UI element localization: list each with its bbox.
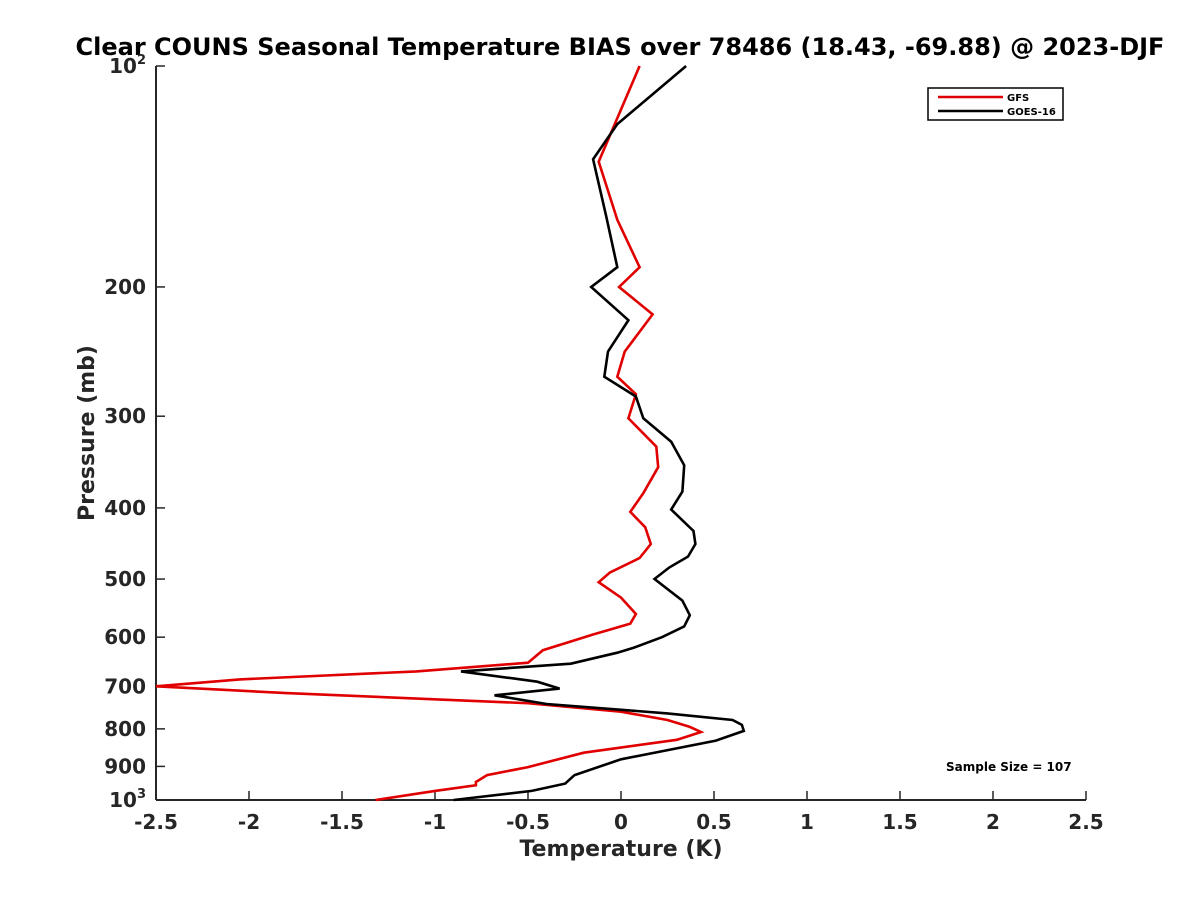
series-line-goes-16 [453,65,746,802]
y-tick-label-base: 300 [104,404,146,428]
x-tick-label: -2 [238,810,260,834]
y-tick-label-exponent: 2 [137,53,146,68]
legend-label-goes-16: GOES-16 [1007,107,1056,118]
y-tick-label-base: 700 [104,674,146,698]
x-tick-label: -1.5 [320,810,364,834]
x-tick-label: 2 [986,810,1000,834]
y-tick-label-base: 200 [104,275,146,299]
x-axis-ticks: -2.5 -2 -1.5 -1 -0.5 0 0.5 1 1.5 2 2.5 [134,791,1104,834]
legend-box [927,87,1064,121]
x-tick-label: -1 [424,810,446,834]
x-tick-label: 1.5 [882,810,917,834]
x-tick-label: 0.5 [696,810,731,834]
x-tick-label: -2.5 [134,810,178,834]
y-tick-label: 700 [104,674,146,698]
x-tick-label: -0.5 [506,810,550,834]
y-tick-label: 600 [104,625,146,649]
y-tick-label: 500 [104,567,146,591]
y-tick-label-base: 10 [109,54,137,78]
y-tick-label: 900 [104,754,146,778]
y-tick-label-exponent: 3 [137,787,146,802]
x-tick-label: 1 [800,810,814,834]
y-tick-label-base: 500 [104,567,146,591]
legend-label-gfs: GFS [1007,93,1029,104]
y-tick-label: 300 [104,404,146,428]
y-tick-label-base: 400 [104,496,146,520]
x-tick-label: 2.5 [1068,810,1103,834]
x-tick-label: 0 [614,810,628,834]
y-tick-label: 400 [104,496,146,520]
y-axis-label: Pressure (mb) [75,345,100,521]
x-axis-label: Temperature (K) [519,837,722,862]
series-layer [155,65,746,802]
sample-size-annotation: Sample Size = 107 [946,760,1072,774]
y-tick-label: 200 [104,275,146,299]
y-tick-label-base: 10 [109,788,137,812]
series-line-gfs [155,65,705,802]
y-tick-label-base: 900 [104,754,146,778]
legend: GFS GOES-16 [927,87,1064,121]
y-tick-label: 103 [109,787,146,812]
chart-title: Clear COUNS Seasonal Temperature BIAS ov… [76,33,1165,61]
y-tick-label: 102 [109,53,146,78]
y-tick-label-base: 800 [104,717,146,741]
y-tick-label: 800 [104,717,146,741]
y-tick-label-base: 600 [104,625,146,649]
